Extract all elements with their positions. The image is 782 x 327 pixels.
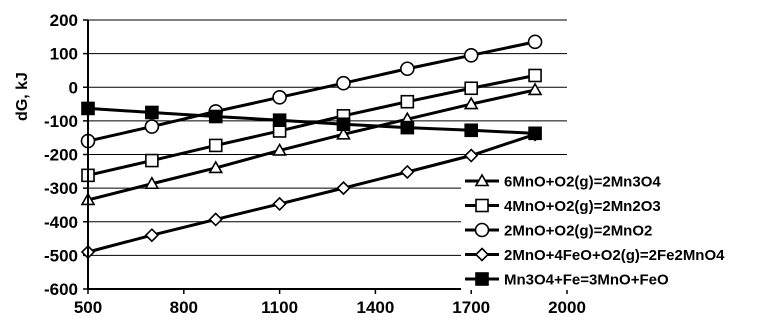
- y-axis-title: dG, kJ: [14, 72, 31, 121]
- y-tick-label: -400: [44, 213, 78, 232]
- data-point: [336, 75, 351, 91]
- data-point: [145, 105, 159, 120]
- data-point: [144, 176, 160, 190]
- y-tick-label: 0: [69, 78, 78, 97]
- data-point: [144, 228, 159, 243]
- data-point: [272, 90, 287, 105]
- data-point: [336, 180, 351, 196]
- y-tick-label: -300: [44, 179, 78, 198]
- legend-item: 2MnO+O2(g)=2MnO2: [461, 219, 779, 241]
- legend-item-background: [461, 194, 779, 217]
- x-tick-label: 1100: [261, 298, 298, 317]
- legend-label: 6MnO+O2(g)=2Mn3O4: [504, 174, 661, 191]
- data-point: [463, 48, 479, 63]
- y-tick-label: 200: [50, 11, 78, 30]
- data-point: [208, 160, 224, 174]
- data-point: [527, 34, 543, 50]
- legend-marker: [474, 173, 490, 187]
- legend-item: 4MnO+O2(g)=2Mn2O3: [461, 194, 779, 217]
- data-point: [400, 120, 415, 135]
- x-tick-label: 2000: [548, 298, 586, 317]
- series-line: [87, 40, 536, 143]
- legend-label: 4MnO+O2(g)=2Mn2O3: [504, 198, 661, 215]
- data-point: [400, 164, 415, 180]
- series-4: [81, 101, 542, 141]
- data-point: [464, 123, 479, 138]
- legend-item: 2MnO+4FeO+O2(g)=2Fe2MnO4: [461, 243, 779, 266]
- series-2: [80, 34, 543, 149]
- legend-item: 6MnO+O2(g)=2Mn3O4: [461, 170, 779, 192]
- data-point: [272, 196, 287, 212]
- data-point: [464, 148, 479, 163]
- legend-marker: [475, 198, 489, 213]
- data-point: [528, 126, 542, 141]
- y-axis-ticks: 200 100 0 -100 -200 -300 -400 -500 -600: [44, 11, 88, 299]
- data-point: [208, 138, 223, 153]
- x-tick-label: 500: [74, 298, 102, 317]
- x-tick-label: 800: [170, 298, 198, 317]
- legend-label: 2MnO+4FeO+O2(g)=2Fe2MnO4: [504, 247, 725, 264]
- legend-marker: [474, 222, 490, 238]
- data-point: [400, 61, 415, 77]
- legend-item: Mn3O4+Fe=3MnO+FeO: [461, 268, 779, 290]
- legend-label: 2MnO+O2(g)=2MnO2: [504, 223, 652, 240]
- data-point: [528, 68, 542, 83]
- data-point: [527, 82, 543, 96]
- data-point: [272, 113, 287, 128]
- data-point: [336, 126, 351, 140]
- data-point: [208, 212, 223, 227]
- series-line: [87, 88, 536, 202]
- y-tick-label: -100: [44, 112, 78, 131]
- legend-marker: [475, 272, 489, 286]
- data-point: [208, 109, 223, 124]
- legend-item-background: [461, 243, 779, 266]
- series-0: [80, 82, 543, 206]
- x-axis-ticks: 500 800 1100 1400 1700 2000: [74, 289, 586, 317]
- data-point: [145, 153, 159, 168]
- legend-marker: [474, 247, 490, 262]
- legend-item-background: [461, 219, 779, 241]
- legend-label: Mn3O4+Fe=3MnO+FeO: [504, 272, 669, 289]
- data-point: [272, 142, 287, 156]
- legend: 6MnO+O2(g)=2Mn3O4 4MnO+O2(g)=2Mn2O3 2MnO+O…: [461, 170, 779, 290]
- series-line: [87, 132, 536, 254]
- series-line: [87, 106, 536, 135]
- data-point: [144, 119, 160, 134]
- x-tick-label: 1700: [452, 298, 490, 317]
- data-point: [400, 94, 415, 109]
- legend-item-background: [461, 268, 779, 290]
- y-tick-label: -200: [44, 146, 78, 165]
- x-tick-label: 1400: [356, 298, 394, 317]
- data-point: [463, 96, 479, 110]
- y-tick-label: -600: [44, 280, 78, 299]
- y-tick-label: 100: [50, 45, 78, 64]
- data-point: [464, 81, 479, 96]
- data-point: [336, 117, 351, 132]
- plot-area: [80, 34, 543, 260]
- legend-item-background: [461, 170, 779, 192]
- y-tick-label: -500: [44, 246, 78, 265]
